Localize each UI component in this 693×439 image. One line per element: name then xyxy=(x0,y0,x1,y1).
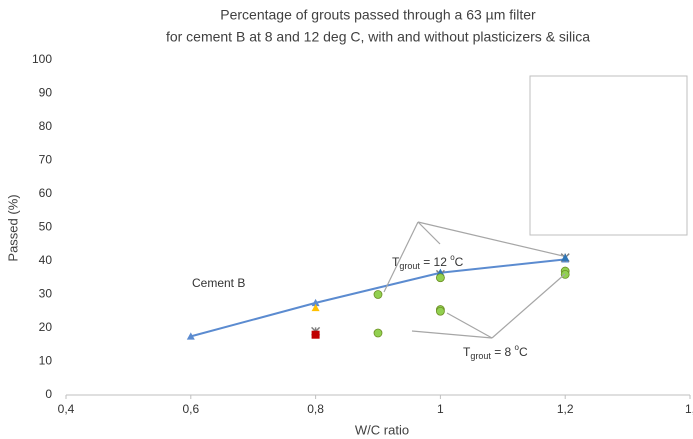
annotation: Tgrout = 8 oC xyxy=(463,343,528,361)
annotation-text: T xyxy=(392,255,400,269)
y-tick-label: 70 xyxy=(39,153,53,167)
point xyxy=(561,253,570,261)
point xyxy=(311,330,320,339)
x-tick-label: 0,6 xyxy=(182,402,199,416)
point xyxy=(435,306,445,316)
y-tick-label: 50 xyxy=(39,220,53,234)
x-tick-label: 1 xyxy=(437,402,444,416)
annotation-sup: o xyxy=(450,253,455,262)
y-tick-label: 30 xyxy=(39,287,53,301)
point xyxy=(373,328,383,338)
x-tick-label: 1,2 xyxy=(557,402,574,416)
annotation-sub: grout xyxy=(470,351,491,361)
series-line xyxy=(190,258,566,338)
annotation-sub: grout xyxy=(399,261,420,271)
point xyxy=(311,298,320,307)
y-tick-label: 100 xyxy=(32,52,52,66)
y-tick-label: 80 xyxy=(39,119,53,133)
annotation-sup: o xyxy=(515,343,520,352)
annotation-text: C xyxy=(519,345,528,359)
annotation: Tgrout = 12 oC xyxy=(392,253,464,271)
point xyxy=(373,290,383,299)
y-tick-label: 20 xyxy=(39,320,53,334)
y-tick-label: 90 xyxy=(39,86,53,100)
annotation-text: T xyxy=(463,345,471,359)
annotation-text: = 8 xyxy=(491,345,515,359)
point xyxy=(311,303,320,312)
x-tick-label: 0,8 xyxy=(307,402,324,416)
point xyxy=(186,332,195,340)
chart-title: for cement B at 8 and 12 deg C, with and… xyxy=(166,29,590,45)
legend-box xyxy=(529,75,688,236)
y-tick-label: 40 xyxy=(39,253,53,267)
annotation: Cement B xyxy=(192,276,245,290)
x-tick-label: 1, xyxy=(685,402,693,416)
point xyxy=(435,273,445,283)
y-tick-label: 10 xyxy=(39,354,53,368)
y-tick-label: 0 xyxy=(45,387,52,401)
annotation-arrows xyxy=(383,221,566,339)
y-tick-label: 60 xyxy=(39,186,53,200)
x-tick-label: 0,4 xyxy=(58,402,75,416)
x-axis-title: W/C ratio xyxy=(355,422,409,437)
annotation-text: C xyxy=(455,255,464,269)
annotation-text: = 12 xyxy=(420,255,450,269)
y-axis-title: Passed (%) xyxy=(5,194,20,261)
chart-title: Percentage of grouts passed through a 63… xyxy=(220,7,536,23)
